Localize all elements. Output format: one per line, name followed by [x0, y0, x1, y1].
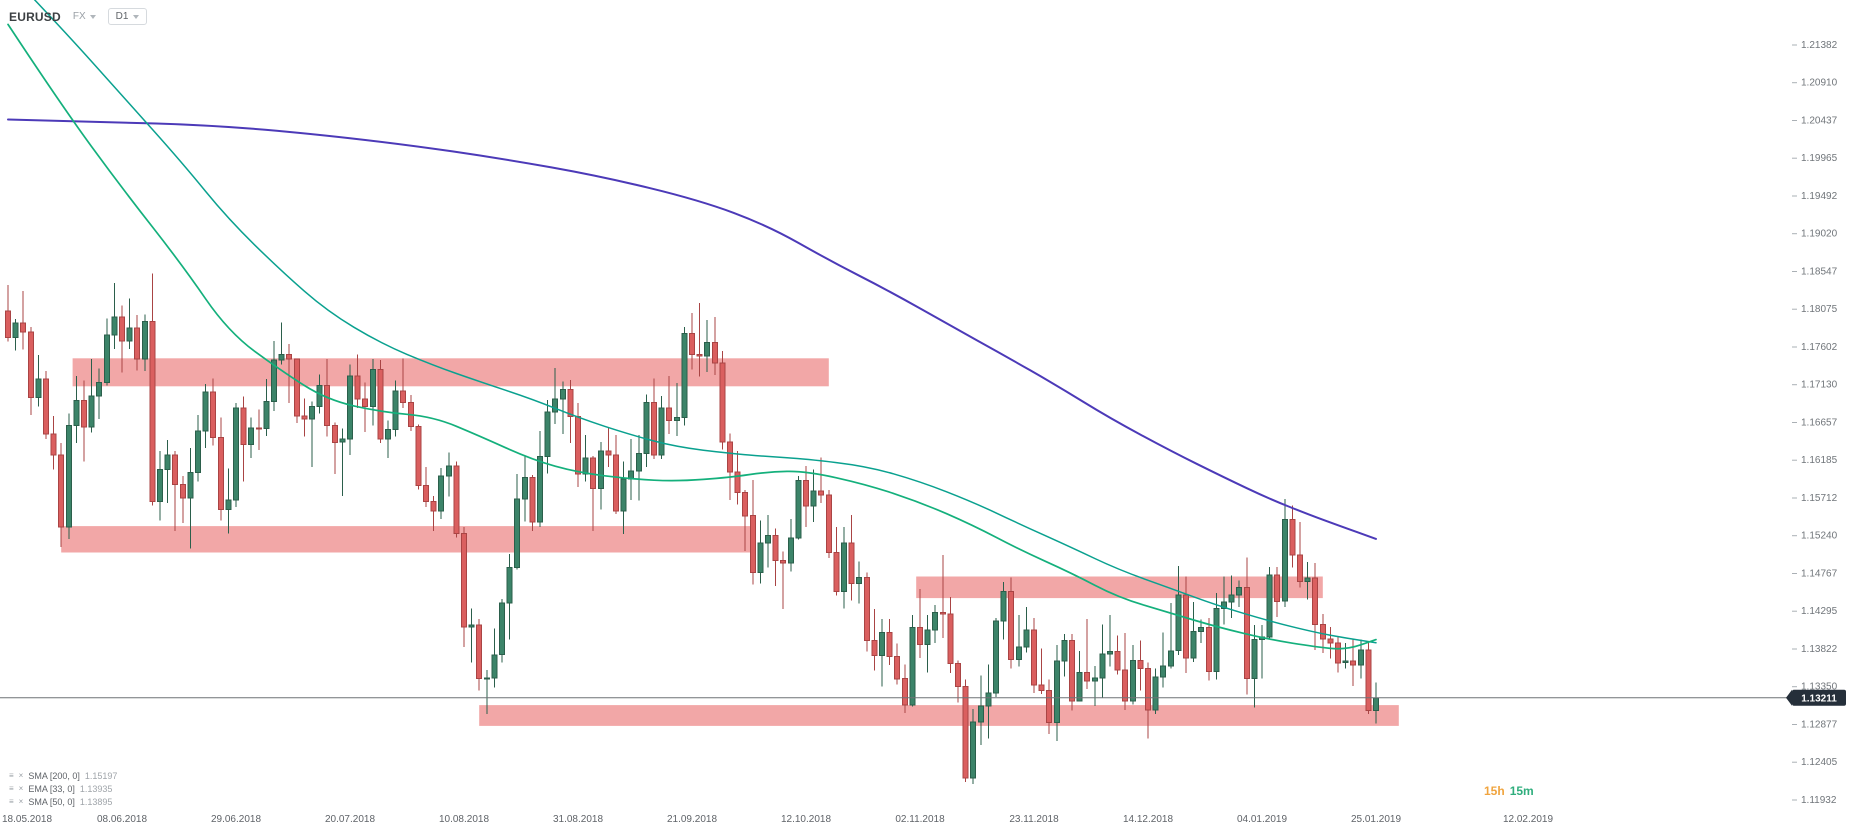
date-tick-label: 21.09.2018 [667, 814, 717, 825]
indicator-remove-icon[interactable]: × [18, 797, 24, 806]
indicator-settings-icon[interactable]: ≡ [9, 771, 14, 780]
countdown-hours: 15h [1484, 784, 1505, 798]
price-tick-label: 1.20910 [1801, 78, 1838, 89]
price-tick-label: 1.12405 [1801, 757, 1838, 768]
price-tick-label: 1.19020 [1801, 229, 1838, 240]
date-tick-label: 25.01.2019 [1351, 814, 1401, 825]
ema-33-line [7, 23, 1377, 650]
indicator-row: ≡ × SMA [200, 0] 1.15197 [9, 769, 117, 782]
indicator-label: SMA [200, 0] [28, 770, 80, 781]
price-tick-label: 1.13822 [1801, 644, 1838, 655]
date-tick-label: 31.08.2018 [553, 814, 603, 825]
date-tick-label: 12.10.2018 [781, 814, 831, 825]
price-tick-label: 1.17602 [1801, 342, 1838, 353]
sma-50-line [33, 0, 1377, 644]
supply-demand-zone [61, 526, 753, 553]
date-tick-label: 12.02.2019 [1503, 814, 1553, 825]
symbol-label: EURUSD [9, 9, 61, 24]
indicator-settings-icon[interactable]: ≡ [9, 784, 14, 793]
price-tick-label: 1.15712 [1801, 493, 1838, 504]
price-tick-label: 1.13350 [1801, 682, 1838, 693]
chevron-down-icon [133, 14, 140, 19]
indicator-label: EMA [33, 0] [28, 783, 75, 794]
supply-demand-zone [479, 705, 1399, 726]
timeframe-dropdown[interactable]: D1 [107, 8, 148, 25]
indicator-row: ≡ × EMA [33, 0] 1.13935 [9, 782, 117, 795]
indicator-value: 1.13895 [79, 796, 113, 807]
price-tick-label: 1.17130 [1801, 380, 1838, 391]
price-tick-label: 1.12877 [1801, 720, 1838, 731]
price-tick-label: 1.15240 [1801, 531, 1838, 542]
price-tick-label: 1.19492 [1801, 191, 1838, 202]
date-tick-label: 18.05.2018 [2, 814, 52, 825]
supply-demand-zone [916, 576, 1323, 599]
supply-demand-zone [72, 358, 829, 387]
market-label: FX [72, 11, 86, 22]
price-tick-label: 1.19965 [1801, 153, 1838, 164]
chevron-down-icon [89, 14, 96, 19]
current-price-badge: 1.13211 [1786, 689, 1846, 706]
indicator-value: 1.13935 [79, 783, 113, 794]
price-tick-label: 1.14767 [1801, 569, 1838, 580]
candle-close-countdown: 15h 15m [1484, 784, 1534, 798]
price-tick-label: 1.20437 [1801, 116, 1838, 127]
date-tick-label: 08.06.2018 [97, 814, 147, 825]
indicator-legend: ≡ × SMA [200, 0] 1.15197 ≡ × EMA [33, 0]… [9, 769, 117, 808]
date-tick-label: 20.07.2018 [325, 814, 375, 825]
date-tick-label: 23.11.2018 [1009, 814, 1059, 825]
date-tick-label: 04.01.2019 [1237, 814, 1287, 825]
market-dropdown[interactable]: FX [73, 11, 96, 22]
price-tick-label: 1.21382 [1801, 40, 1838, 51]
candles [5, 273, 1379, 785]
date-tick-label: 29.06.2018 [211, 814, 261, 825]
timeframe-label: D1 [115, 11, 129, 22]
price-tick-label: 1.16185 [1801, 455, 1838, 466]
current-price-value: 1.13211 [1801, 693, 1837, 704]
indicator-row: ≡ × SMA [50, 0] 1.13895 [9, 795, 117, 808]
chart-toolbar: EURUSD FX D1 [9, 8, 148, 25]
indicator-settings-icon[interactable]: ≡ [9, 797, 14, 806]
sma-200-line [7, 118, 1377, 540]
indicator-remove-icon[interactable]: × [18, 771, 24, 780]
indicator-label: SMA [50, 0] [28, 796, 75, 807]
indicator-remove-icon[interactable]: × [18, 784, 24, 793]
price-tick-label: 1.14295 [1801, 606, 1838, 617]
indicator-value: 1.15197 [84, 770, 118, 781]
price-tick-label: 1.18547 [1801, 267, 1838, 278]
countdown-minutes: 15m [1509, 784, 1534, 798]
date-tick-label: 10.08.2018 [439, 814, 489, 825]
price-tick-label: 1.16657 [1801, 418, 1838, 429]
date-tick-label: 02.11.2018 [895, 814, 945, 825]
date-tick-label: 14.12.2018 [1123, 814, 1173, 825]
price-tick-label: 1.11932 [1801, 795, 1837, 806]
price-tick-label: 1.18075 [1801, 304, 1838, 315]
